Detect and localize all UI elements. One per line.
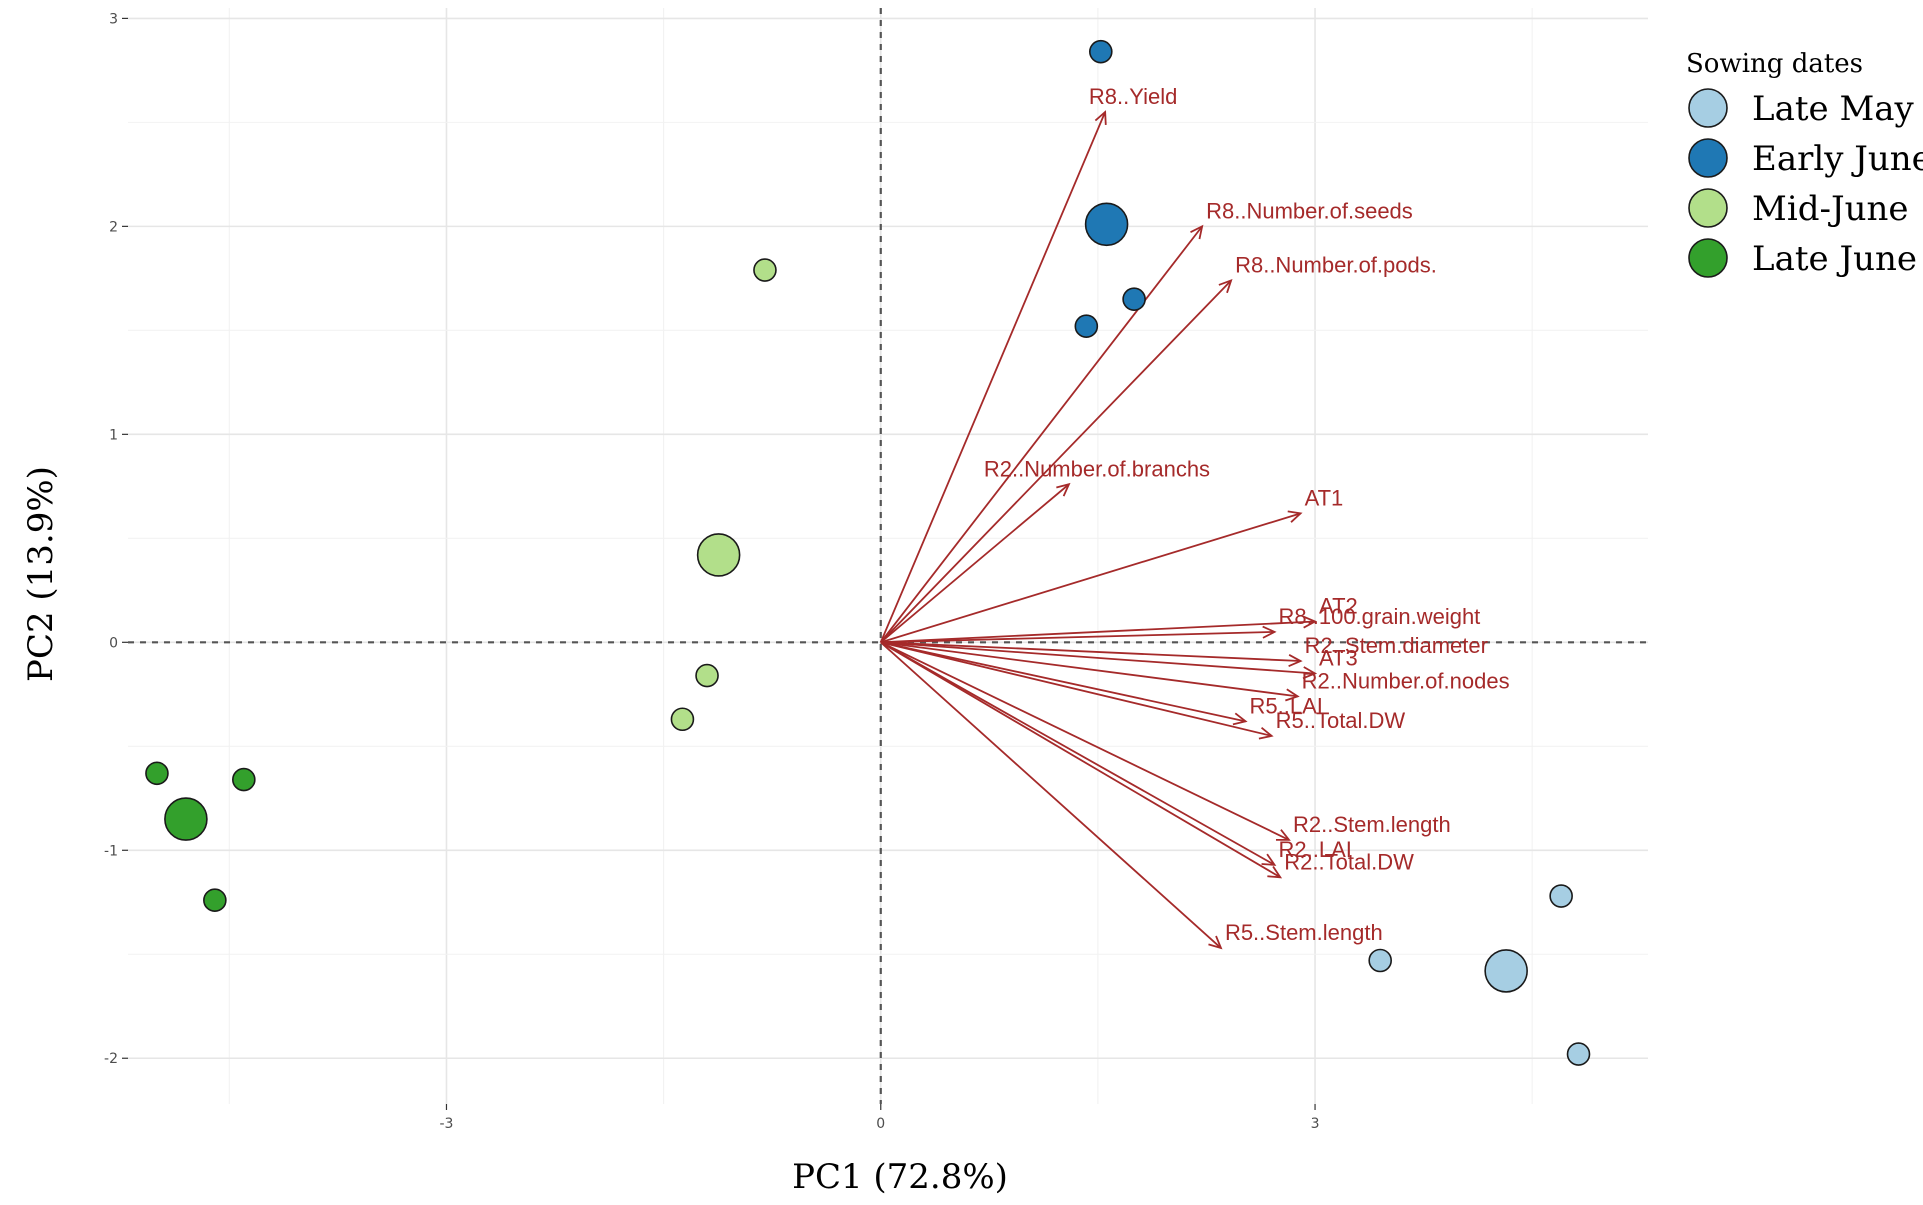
loading-arrow	[880, 641, 1222, 949]
loading-label: R2..Stem.length	[1293, 812, 1451, 837]
loading-label: R8..Number.of.seeds	[1206, 198, 1413, 223]
loading-arrowhead	[1267, 866, 1283, 879]
loading-label: AT3	[1319, 646, 1358, 671]
y-tick-label: 2	[109, 219, 118, 235]
loading-arrowhead	[1258, 726, 1274, 740]
legend-title: Sowing dates	[1686, 49, 1863, 79]
y-tick-label: -1	[104, 843, 118, 859]
loading-label: R8..Yield	[1089, 84, 1177, 109]
loading-arrow	[880, 279, 1232, 643]
loading-arrow	[880, 620, 1316, 644]
reference-lines	[128, 8, 1648, 1104]
score-point	[753, 258, 777, 282]
score-point	[1566, 1042, 1591, 1066]
legend-swatch	[1688, 138, 1728, 178]
y-tick-label: 3	[109, 11, 118, 27]
loading-arrow	[879, 111, 1106, 643]
x-axis-title: PC1 (72.8%)	[792, 1157, 1008, 1197]
y-tick-label: 1	[109, 427, 118, 443]
group-centroid	[164, 797, 208, 841]
loading-arrowhead	[1232, 712, 1248, 726]
loading-label: R2..Number.of.branchs	[984, 456, 1210, 481]
loading-label: AT2	[1319, 594, 1358, 619]
score-point	[203, 888, 227, 912]
score-point	[1368, 948, 1392, 973]
loading-arrow	[880, 631, 1275, 644]
loading-arrowhead	[1302, 666, 1318, 680]
legend-swatch	[1688, 238, 1728, 278]
loading-label: R2..Number.of.nodes	[1302, 668, 1510, 693]
grid-layer	[128, 8, 1648, 1104]
y-tick-label: 0	[109, 635, 118, 651]
loading-arrow	[880, 641, 1290, 841]
legend-label: Early June	[1752, 139, 1923, 179]
loading-label: R2..Stem.diameter	[1305, 633, 1488, 658]
loading-arrowhead	[1218, 278, 1233, 294]
loading-arrowhead	[1190, 224, 1204, 240]
y-axis-title: PC2 (13.9%)	[21, 466, 61, 682]
y-tick-label: -2	[104, 1051, 118, 1067]
group-centroid	[1084, 202, 1129, 247]
score-point	[695, 663, 719, 688]
score-point	[1074, 314, 1099, 338]
score-point	[1549, 884, 1573, 908]
score-point	[1089, 39, 1113, 64]
legend-swatch	[1688, 88, 1728, 128]
score-point	[232, 767, 256, 792]
loading-arrowhead	[1056, 482, 1071, 497]
score-points	[145, 39, 1591, 1066]
loading-label: R5..LAI	[1250, 693, 1323, 718]
loading-arrow	[880, 641, 1301, 662]
x-tick-label: -3	[439, 1116, 453, 1132]
loading-arrow	[880, 483, 1070, 643]
loading-arrowhead	[1261, 853, 1277, 866]
loading-arrow	[880, 641, 1316, 675]
loading-arrow	[880, 641, 1298, 698]
legend-items: Late May Early June Mid-June Late June	[1688, 88, 1923, 279]
loading-arrow	[880, 641, 1272, 737]
loading-arrow	[880, 512, 1301, 644]
axis-ticks: -3 0 3 -2 -1 0 1 2 3	[104, 11, 1319, 1132]
loading-arrow	[880, 641, 1246, 723]
x-tick-label: 3	[1311, 1116, 1320, 1132]
loading-label: AT1	[1305, 485, 1344, 510]
loading-arrowhead	[1262, 625, 1277, 639]
loading-arrowhead	[1302, 615, 1318, 629]
loading-arrow	[880, 225, 1203, 643]
loading-arrow	[880, 641, 1275, 866]
group-centroid	[1484, 949, 1528, 993]
loading-arrow	[880, 641, 1281, 879]
loading-arrows	[879, 110, 1318, 950]
loading-label: R5..Total.DW	[1276, 708, 1406, 733]
loading-arrowhead	[1094, 110, 1107, 126]
score-point	[670, 707, 695, 732]
legend-label: Mid-June	[1752, 189, 1909, 229]
score-point	[1122, 287, 1146, 311]
group-centroid	[696, 533, 741, 577]
loading-arrowhead	[1275, 829, 1291, 841]
legend-label: Late May	[1752, 89, 1915, 129]
loading-label: R8..100.grain.weight	[1279, 604, 1481, 629]
loading-label: R2..Total.DW	[1284, 849, 1414, 874]
loading-arrowhead	[1287, 510, 1303, 523]
score-point	[145, 761, 169, 786]
loading-arrowhead	[1288, 654, 1303, 667]
legend-swatch	[1688, 188, 1728, 228]
legend-label: Late June	[1752, 239, 1917, 279]
loading-arrowhead	[1208, 935, 1223, 950]
loading-arrowhead	[1285, 688, 1300, 702]
loading-labels: R8..Yield R8..Number.of.seeds R8..Number.o…	[984, 84, 1510, 945]
x-tick-label: 0	[876, 1116, 885, 1132]
loading-label: R2..LAI	[1279, 837, 1352, 862]
loading-label: R5..Stem.length	[1225, 920, 1383, 945]
loading-label: R8..Number.of.pods.	[1235, 252, 1437, 277]
